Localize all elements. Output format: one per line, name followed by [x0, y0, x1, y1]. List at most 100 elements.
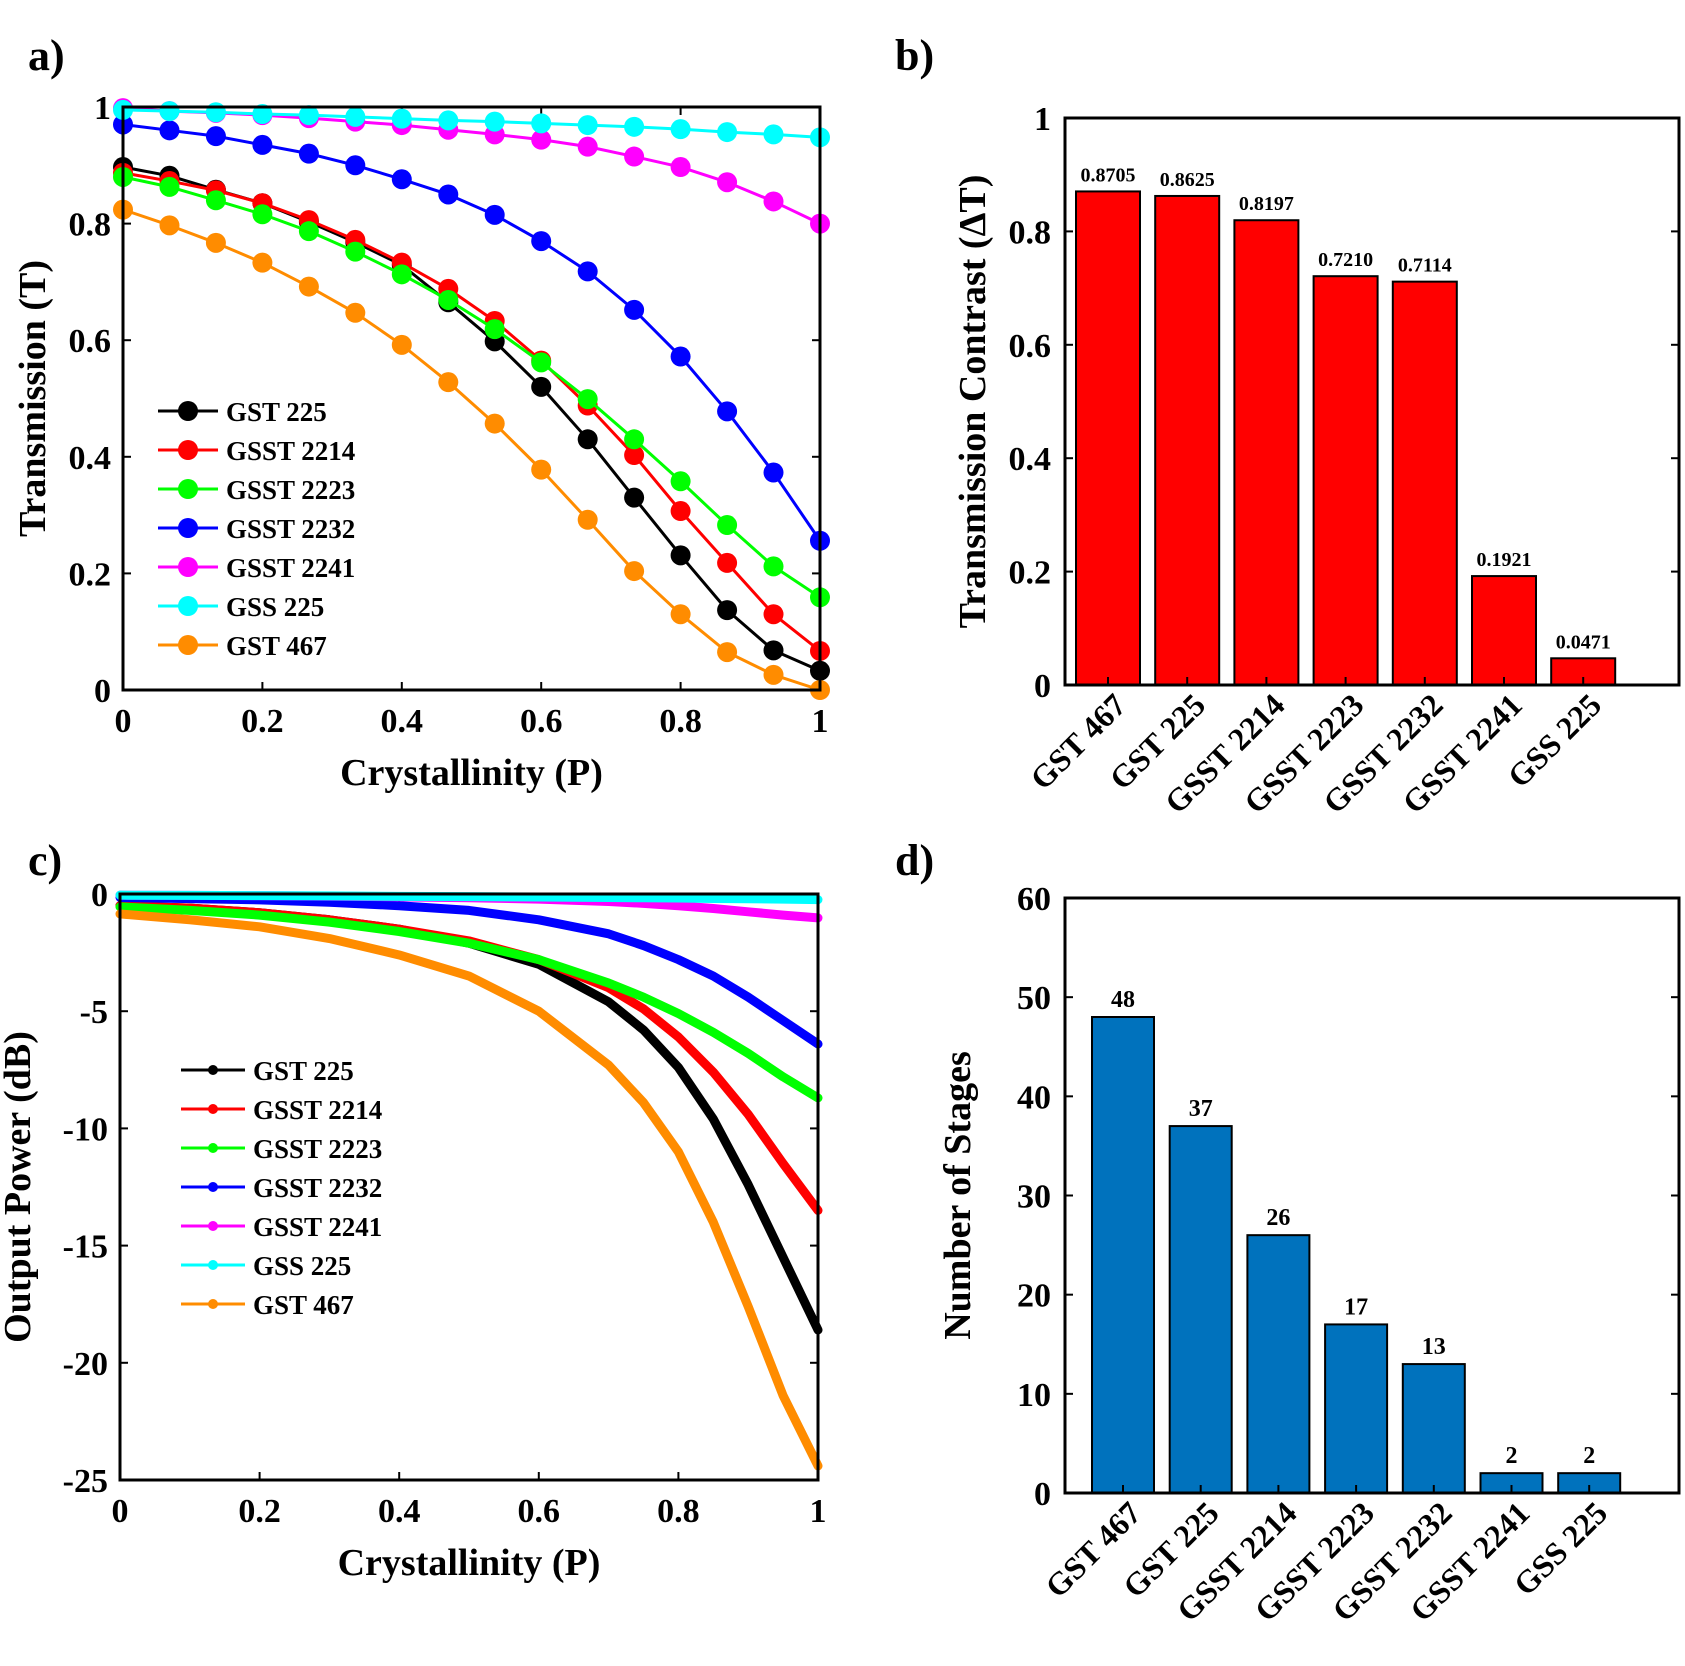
panel-label-b: b) [895, 31, 934, 80]
legend-marker [178, 596, 198, 616]
y-tick-label: 40 [1017, 1079, 1051, 1116]
panel-label-c: c) [28, 836, 62, 885]
data-point [159, 120, 180, 141]
x-tick-label: 0 [115, 703, 132, 740]
y-tick-label: 1 [94, 90, 111, 127]
data-point [624, 116, 645, 137]
bar-value-label: 17 [1344, 1294, 1368, 1320]
bar-gst-467 [1091, 1016, 1155, 1494]
data-point [391, 264, 412, 285]
y-tick-label: 0 [91, 877, 108, 914]
data-point [252, 134, 273, 155]
y-tick-label: 50 [1017, 980, 1051, 1017]
bar-value-label: 0.8197 [1239, 193, 1294, 215]
data-point [438, 184, 459, 205]
y-tick-label: 20 [1017, 1278, 1051, 1315]
series-line-gsst-2232 [115, 893, 823, 1049]
bar-gsst-2223 [1324, 1323, 1389, 1494]
data-point [624, 445, 645, 466]
data-point [345, 155, 366, 176]
bar-gsst-2214 [1233, 219, 1300, 686]
data-point [670, 604, 691, 625]
bar-gst-225 [1154, 194, 1221, 686]
x-tick-label: 0.6 [520, 703, 563, 740]
data-point [717, 515, 738, 536]
bar-value-label: 0.8625 [1160, 169, 1215, 191]
x-axis-title: Crystallinity (P) [340, 752, 603, 794]
legend-label: GST 225 [226, 397, 327, 427]
bar-value-label: 2 [1583, 1443, 1595, 1469]
bar-gsst-2214 [1246, 1234, 1311, 1494]
legend-label: GSST 2232 [226, 514, 355, 544]
data-point [717, 642, 738, 663]
data-point [205, 126, 226, 147]
legend-label: GSST 2223 [226, 475, 355, 505]
y-tick-label: 0 [1034, 668, 1051, 705]
bar-gsst-2232 [1391, 280, 1458, 686]
data-point [159, 176, 180, 197]
plot-frame [1063, 116, 1681, 687]
data-point [670, 119, 691, 140]
y-tick-label: 0.8 [69, 207, 112, 244]
y-tick-label: -10 [63, 1111, 108, 1148]
bar-value-label: 0.0471 [1556, 631, 1611, 653]
data-point [670, 157, 691, 178]
y-tick-label: 0.2 [69, 556, 112, 593]
data-point [391, 108, 412, 129]
data-point [298, 105, 319, 126]
series-line-gsst-2223 [121, 175, 822, 599]
chart-a-transmission: 0 0.2 0.4 0.6 0.8 1 0 0.2 0.4 0.6 0.8 1 GST 225 GSST … [12, 90, 830, 794]
legend-label: GSS 225 [226, 592, 324, 622]
plot-frame [1063, 896, 1681, 1495]
bar-value-label: 0.7114 [1398, 255, 1452, 277]
data-point [717, 552, 738, 573]
bar-gst-467 [1075, 190, 1141, 686]
plot-frame [121, 105, 822, 692]
legend-marker [178, 440, 198, 460]
legend-marker [208, 1104, 218, 1114]
legend-marker [178, 479, 198, 499]
series-line-gsst-2232 [121, 122, 822, 543]
data-point [298, 221, 319, 242]
data-point [252, 204, 273, 225]
legend-marker [208, 1182, 218, 1192]
legend-marker [178, 518, 198, 538]
bar-gsst-2223 [1312, 275, 1379, 686]
data-point [577, 261, 598, 282]
legend-label: GSST 2223 [253, 1134, 382, 1164]
data-point [670, 545, 691, 566]
x-tick-label: 0.2 [241, 703, 284, 740]
data-point [438, 372, 459, 393]
data-point [531, 459, 552, 480]
panel-label-d: d) [895, 836, 934, 885]
data-point [252, 252, 273, 273]
plot-frame [118, 892, 820, 1482]
data-point [484, 111, 505, 132]
data-point [391, 169, 412, 190]
data-point [205, 102, 226, 123]
data-point [345, 106, 366, 127]
legend-label: GST 225 [253, 1056, 354, 1086]
data-point [577, 429, 598, 450]
data-point [345, 241, 366, 262]
y-tick-label: 0.6 [69, 323, 112, 360]
x-tick-label: 0.8 [657, 1493, 700, 1530]
data-point [159, 101, 180, 122]
series-line-gss-225 [115, 890, 823, 905]
data-point [484, 204, 505, 225]
y-tick-label: 0.6 [1009, 328, 1052, 365]
x-tick-label: 0.8 [659, 703, 702, 740]
legend-marker [208, 1065, 218, 1075]
data-point [763, 640, 784, 661]
y-tick-label: 0.4 [69, 440, 112, 477]
y-axis-title: Output Power (dB) [0, 1031, 39, 1343]
legend-marker [178, 557, 198, 577]
legend-marker [178, 635, 198, 655]
data-point [577, 136, 598, 157]
legend-marker [208, 1299, 218, 1309]
y-tick-label: -15 [63, 1229, 108, 1266]
data-point [438, 289, 459, 310]
data-point [159, 215, 180, 236]
